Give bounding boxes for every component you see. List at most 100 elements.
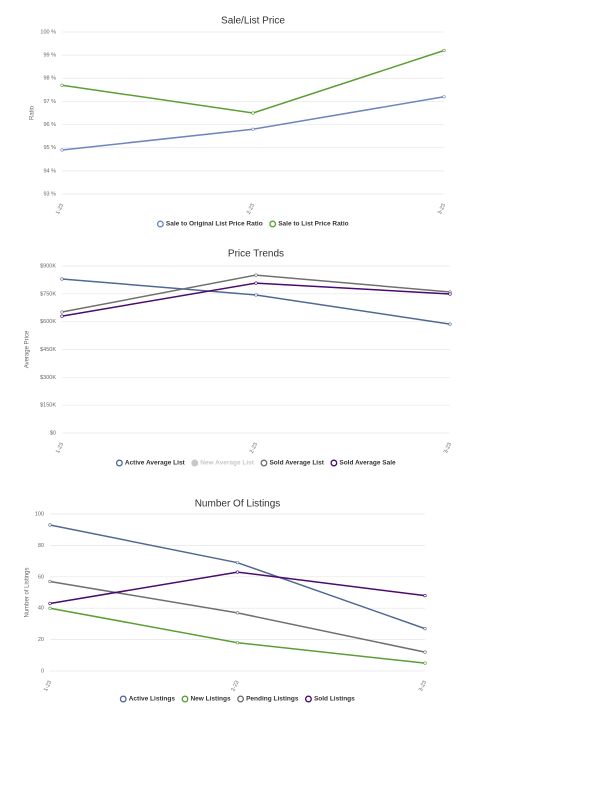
data-point [48, 601, 52, 606]
legend-label: Sold Average Sale [339, 460, 396, 467]
legend-item: Sale to List Price Ratio [269, 220, 349, 228]
y-tick-label: $450K [40, 347, 56, 353]
data-point [60, 310, 64, 314]
legend-label: Active Average List [125, 460, 186, 467]
y-tick-label: 20 [38, 637, 44, 643]
chart-title: Price Trends [228, 249, 284, 260]
series-line [61, 282, 451, 317]
y-tick-label: 94 % [43, 168, 56, 174]
y-tick-label: 60 [38, 574, 44, 580]
y-tick-label: $750K [40, 291, 56, 297]
legend-marker [237, 695, 245, 703]
legend: Active Average List New Average List Sold … [115, 459, 396, 467]
y-tick-label: 95 % [43, 145, 56, 151]
data-point [251, 111, 255, 115]
data-point [448, 322, 452, 326]
y-tick-label: 100 [35, 511, 44, 517]
data-point [423, 627, 427, 631]
data-point [60, 148, 64, 152]
legend-label: New Average List [200, 460, 255, 467]
legend-label: Active Listings [129, 696, 176, 703]
data-point [423, 650, 427, 654]
legend-item: New Average List [191, 459, 255, 467]
x-tick-label: 1-23 [55, 203, 65, 216]
data-point [235, 611, 240, 615]
y-tick-label: $0 [50, 430, 56, 436]
y-tick-label: $900K [40, 263, 56, 269]
x-tick-label: 2-23 [246, 203, 256, 216]
y-tick-label: 93 % [43, 191, 56, 197]
legend-item: New Listings [181, 695, 231, 703]
data-point [423, 661, 427, 665]
x-tick-label: 2-23 [231, 680, 241, 693]
legend-item: Sold Average Sale [330, 459, 396, 467]
chart-title: Sale/List Price [221, 16, 285, 27]
y-tick-label: 80 [38, 543, 44, 549]
legend-label: Sale to List Price Ratio [278, 221, 348, 228]
data-point [448, 292, 452, 296]
y-tick-label: $150K [40, 403, 56, 409]
x-tick-label: 2-23 [249, 442, 259, 455]
data-point [235, 570, 240, 574]
data-point [442, 95, 446, 99]
y-tick-label: 0 [41, 668, 44, 674]
data-point [442, 48, 446, 53]
legend-marker [269, 220, 277, 228]
x-tick-label: 3-23 [443, 442, 453, 455]
legend-label: Sold Listings [314, 696, 355, 703]
legend-label: Sold Average List [269, 460, 324, 467]
y-tick-label: 100 % [40, 29, 56, 35]
x-tick-label: 3-23 [437, 203, 447, 216]
legend-marker [191, 459, 199, 467]
data-point [254, 293, 258, 297]
data-point [251, 127, 255, 131]
legend-marker [330, 459, 338, 467]
y-tick-label: $300K [40, 375, 56, 381]
legend: Active Listings New Listings Pending Listi… [119, 695, 355, 703]
y-axis-label: Average Price [25, 330, 31, 368]
data-point [48, 606, 52, 610]
y-tick-label: 40 [38, 606, 44, 612]
data-point [235, 561, 240, 565]
x-tick-label: 3-23 [418, 680, 428, 693]
legend: Sale to Original List Price Ratio Sale to… [156, 220, 349, 228]
data-point [60, 277, 64, 281]
data-point [423, 594, 427, 598]
legend-marker [260, 459, 268, 467]
x-tick-label: 1-23 [55, 442, 65, 455]
legend-marker [156, 220, 164, 228]
legend-label: Sale to Original List Price Ratio [166, 221, 263, 228]
legend-item: Sale to Original List Price Ratio [156, 220, 263, 228]
data-point [48, 579, 52, 584]
series-line [49, 607, 426, 664]
y-axis-label: Ratio [30, 105, 36, 120]
data-point [60, 83, 64, 87]
x-tick-label: 1-23 [43, 680, 53, 693]
data-point [48, 523, 52, 527]
y-tick-label: $600K [40, 319, 56, 325]
legend-marker [304, 695, 312, 703]
legend-item: Active Listings [119, 695, 176, 703]
y-tick-label: 97 % [43, 99, 56, 105]
legend-label: Pending Listings [246, 696, 299, 703]
y-axis-label: Number of Listings [25, 567, 31, 617]
data-point [254, 281, 258, 285]
legend-item: Pending Listings [237, 695, 299, 703]
chart-title: Number Of Listings [195, 499, 281, 510]
legend-marker [119, 695, 127, 703]
data-point [60, 314, 64, 318]
legend-marker [181, 695, 189, 703]
data-point [235, 641, 240, 645]
series-line [61, 49, 445, 114]
y-tick-label: 99 % [43, 53, 56, 59]
legend-label: New Listings [190, 696, 230, 703]
y-tick-label: 98 % [43, 76, 56, 82]
series-line [61, 96, 445, 151]
y-tick-label: 96 % [43, 122, 56, 128]
legend-item: Sold Average List [260, 459, 325, 467]
legend-item: Active Average List [115, 459, 186, 467]
data-point [254, 273, 258, 277]
legend-marker [115, 459, 123, 467]
